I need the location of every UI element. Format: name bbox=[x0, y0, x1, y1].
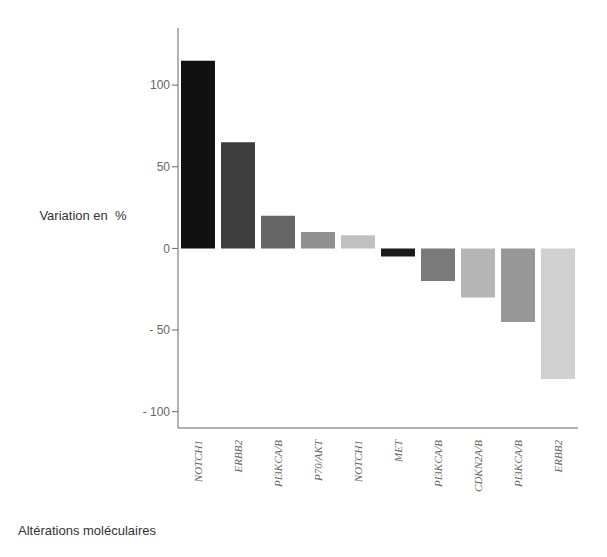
html-text:Altérations moléculaires: Altérations moléculaires bbox=[18, 523, 156, 538]
svg-text:PI3KCA/B: PI3KCA/B bbox=[512, 440, 524, 488]
svg-text:P70/AKT: P70/AKT bbox=[312, 439, 324, 482]
svg-text:NOTCH1: NOTCH1 bbox=[352, 440, 364, 483]
svg-text:ERBB2: ERBB2 bbox=[232, 440, 244, 474]
svg-text:100: 100 bbox=[150, 78, 170, 92]
svg-text:- 50: - 50 bbox=[149, 323, 170, 337]
svg-text:- 100: - 100 bbox=[143, 405, 171, 419]
svg-text:PI3KCA/B: PI3KCA/B bbox=[272, 440, 284, 488]
svg-text:PI3KCA/B: PI3KCA/B bbox=[432, 440, 444, 488]
svg-text:50: 50 bbox=[157, 160, 171, 174]
svg-text:MET: MET bbox=[392, 439, 404, 463]
svg-text:CDKN2A/B: CDKN2A/B bbox=[472, 440, 484, 492]
html-text:Variation en %: Variation en % bbox=[39, 208, 127, 223]
svg-text:0: 0 bbox=[163, 242, 170, 256]
svg-text:NOTCH1: NOTCH1 bbox=[192, 440, 204, 483]
svg-text:ERBB2: ERBB2 bbox=[552, 440, 564, 474]
